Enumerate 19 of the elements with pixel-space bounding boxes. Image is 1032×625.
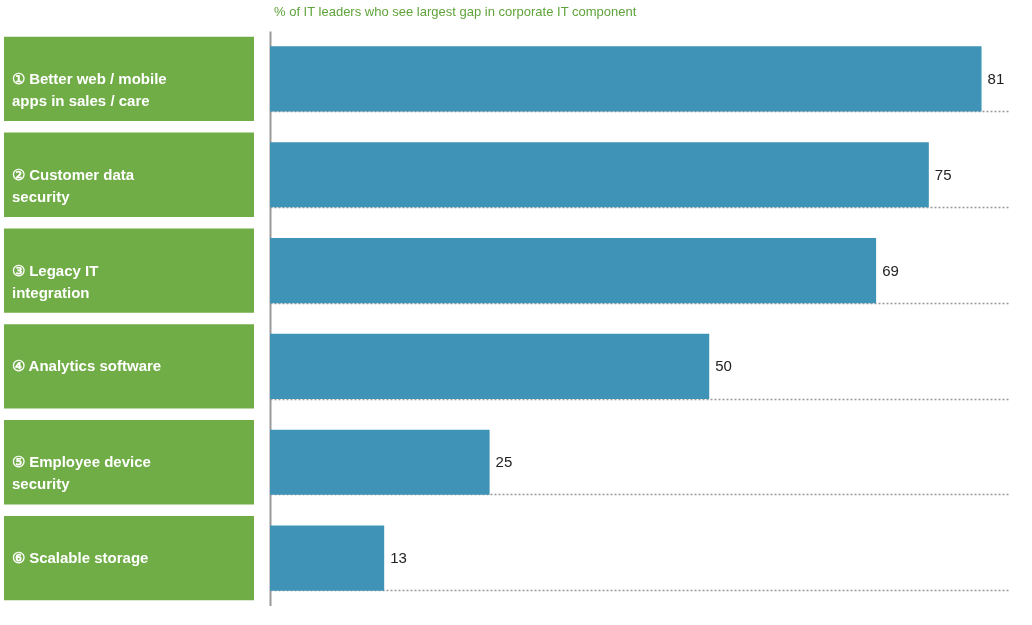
data-label: 13 (390, 549, 407, 567)
y-tick-label: ④ Analytics software (12, 357, 162, 375)
y-tick-label: ② Customer data security (12, 165, 135, 205)
chart-title: % of IT leaders who see largest gap in corporate IT component (274, 4, 637, 19)
y-tick-label: ⑤ Employee device security (12, 453, 151, 493)
data-label: 69 (882, 261, 899, 279)
bar (270, 238, 877, 304)
data-label: 25 (495, 453, 513, 471)
y-tick-label: ⑥ Scalable storage (12, 549, 149, 567)
bar (270, 429, 490, 495)
bar (270, 46, 982, 112)
bar (270, 525, 385, 591)
bar (270, 142, 929, 208)
y-tick-label: ① Better web / mobile apps in sales / care (12, 69, 167, 109)
data-label: 75 (934, 165, 952, 183)
data-label: 50 (715, 357, 732, 375)
bar (270, 333, 710, 399)
y-tick-label: ③ Legacy IT integration (12, 261, 99, 301)
data-label: 81 (987, 69, 1005, 87)
